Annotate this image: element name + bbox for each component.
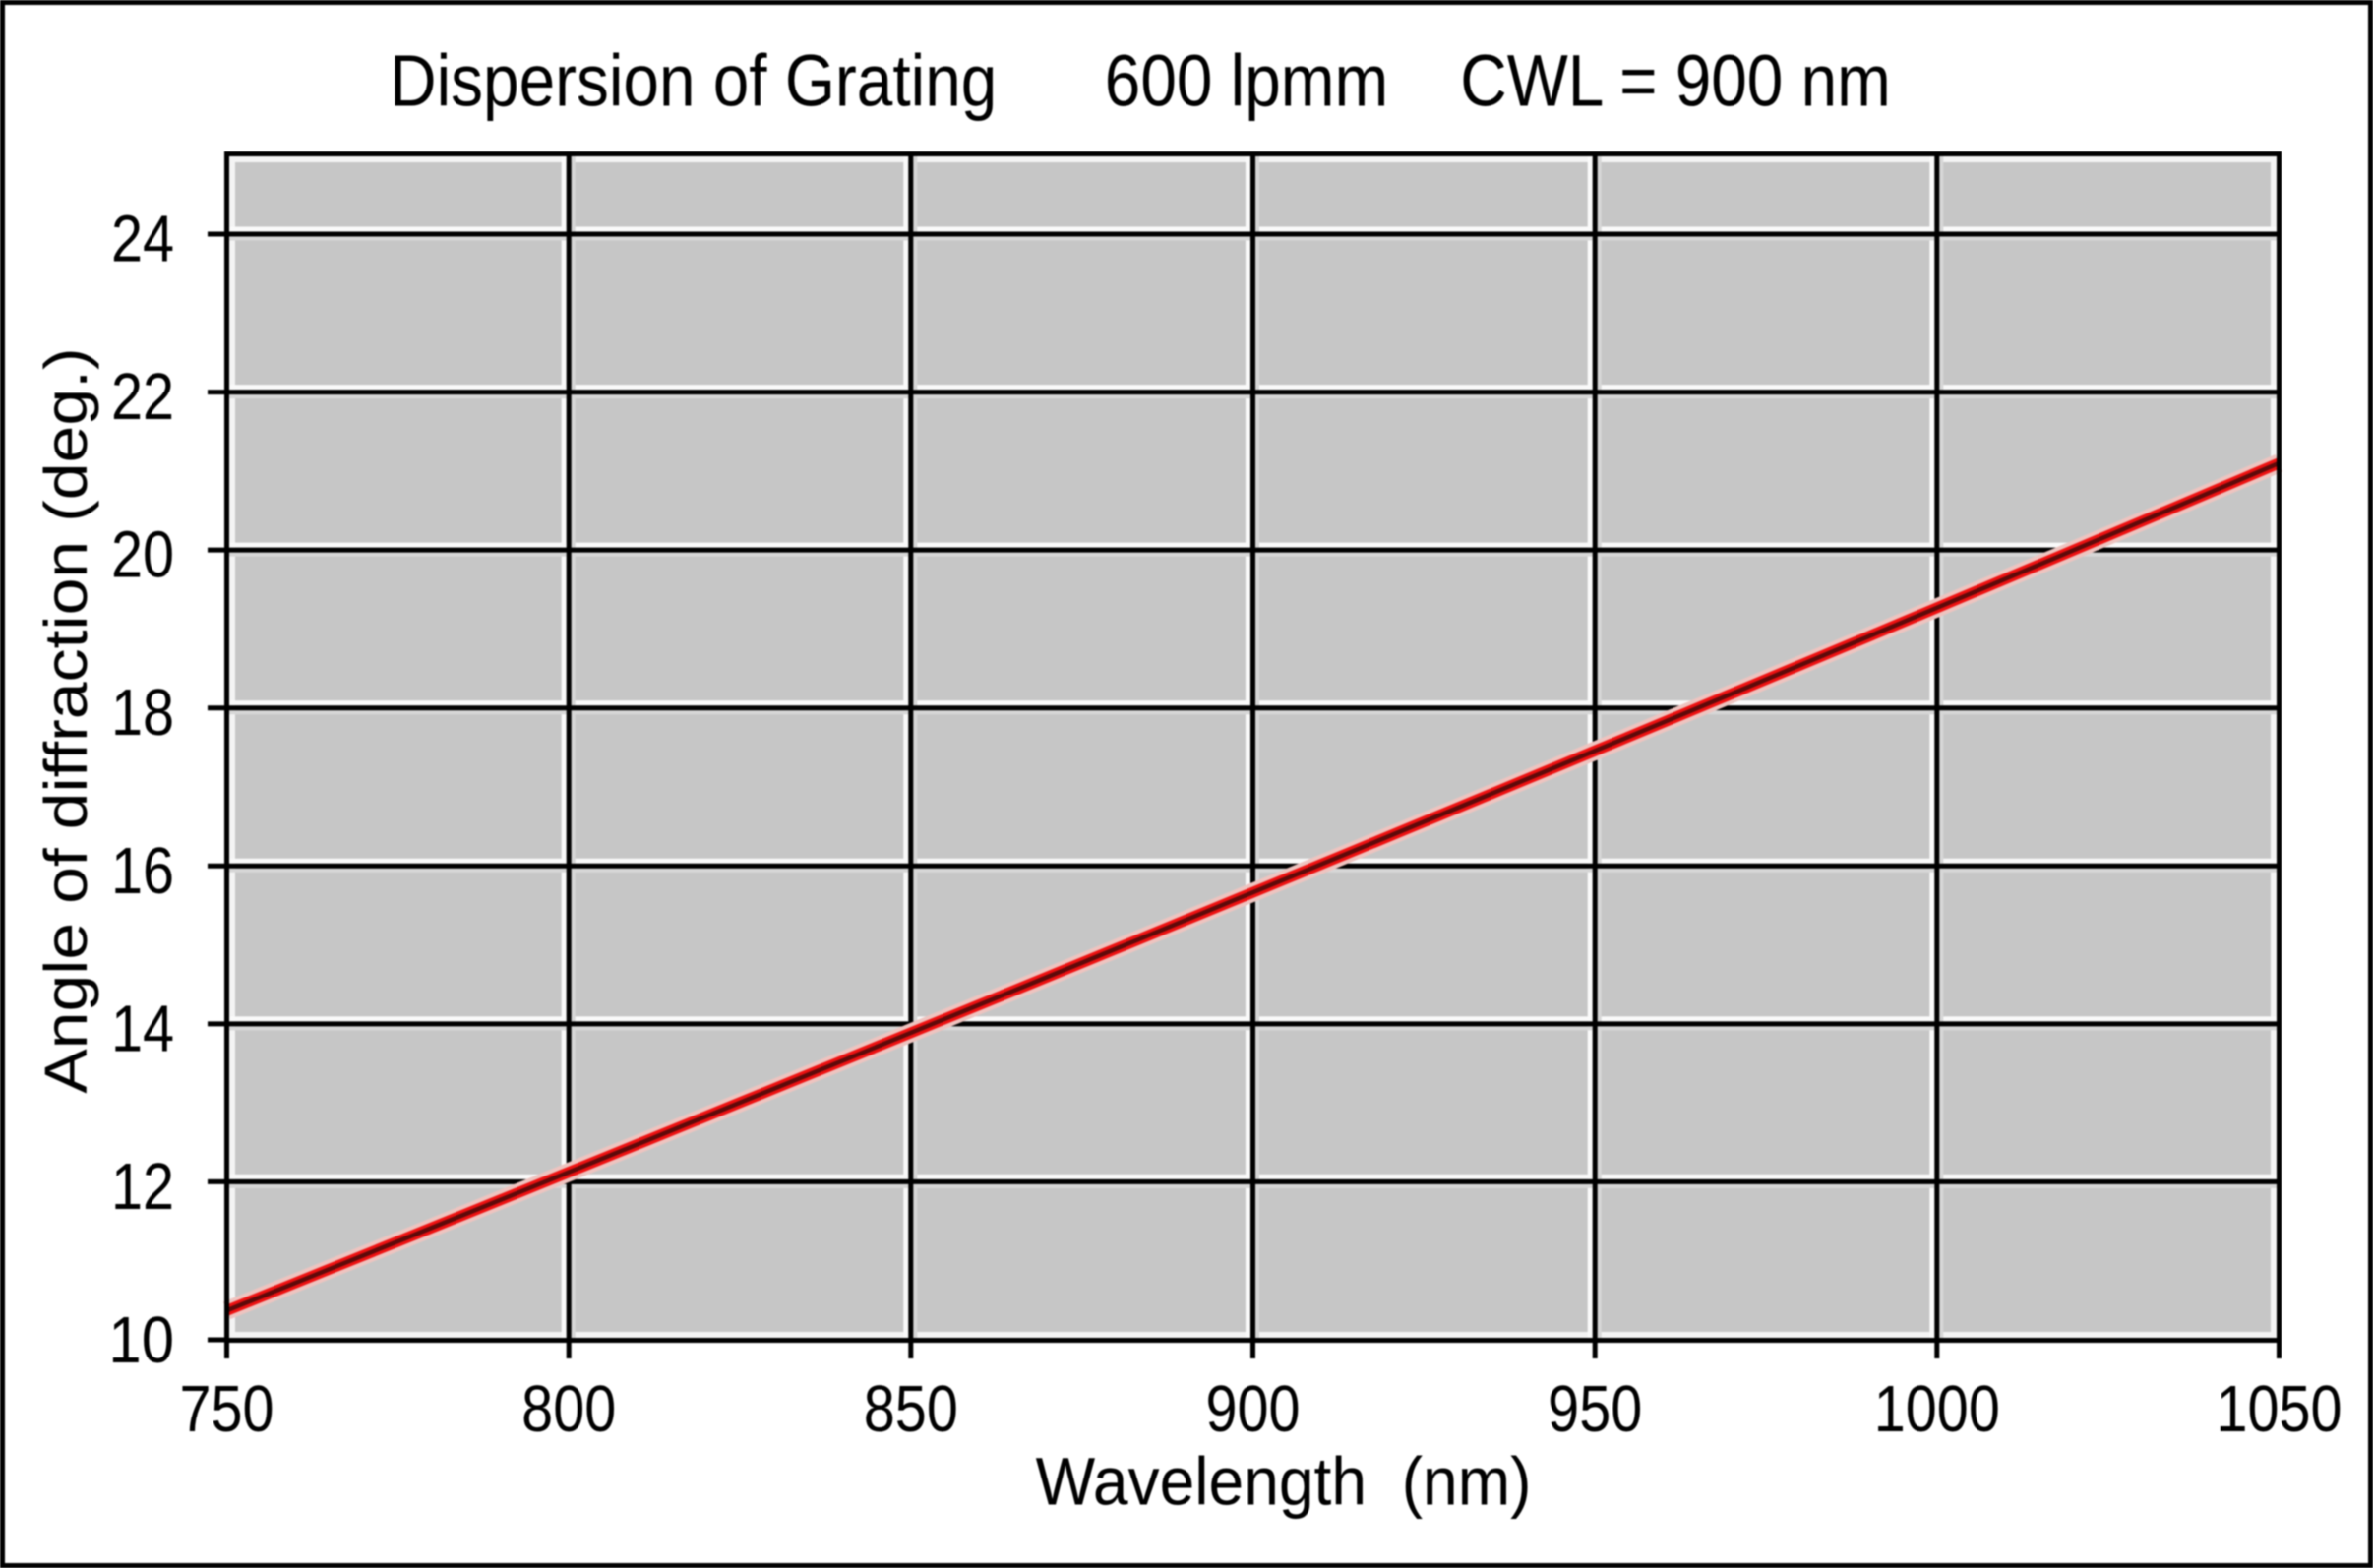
svg-text:14: 14 xyxy=(111,994,174,1066)
svg-text:12: 12 xyxy=(111,1151,174,1224)
svg-text:22: 22 xyxy=(111,361,174,434)
svg-text:1050: 1050 xyxy=(2216,1373,2342,1446)
svg-text:950: 950 xyxy=(1548,1373,1642,1446)
svg-text:750: 750 xyxy=(179,1373,274,1446)
svg-text:850: 850 xyxy=(864,1373,958,1446)
svg-text:900: 900 xyxy=(1205,1373,1300,1446)
svg-text:Dispersion of Grating 600: Dispersion of Grating 600 lpmm CWL = 900… xyxy=(390,39,1891,122)
svg-text:1000: 1000 xyxy=(1874,1373,2000,1446)
svg-text:24: 24 xyxy=(111,204,174,276)
svg-text:16: 16 xyxy=(111,835,174,908)
svg-text:Wavelength (nm): Wavelength (nm) xyxy=(1036,1444,1532,1520)
svg-text:800: 800 xyxy=(521,1373,616,1446)
svg-text:Angle of diffraction (deg.): Angle of diffraction (deg.) xyxy=(31,347,99,1093)
svg-text:20: 20 xyxy=(111,519,174,592)
svg-text:18: 18 xyxy=(111,677,174,750)
svg-text:10: 10 xyxy=(108,1304,174,1377)
